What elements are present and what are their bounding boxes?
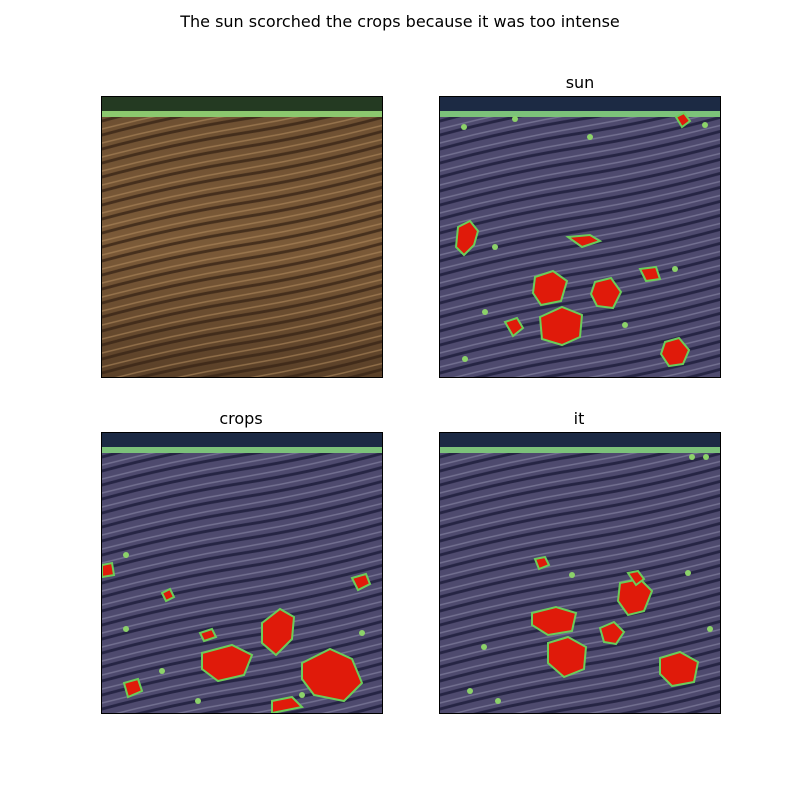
panel-title-sun: sun <box>565 73 595 92</box>
heatmap-crops <box>102 433 382 713</box>
attention-map-crops <box>101 432 383 714</box>
panel-title-it: it <box>573 409 585 428</box>
attention-map-sun <box>439 96 721 378</box>
heatmap-sun <box>440 97 720 377</box>
attention-map-it <box>439 432 721 714</box>
field-photo <box>102 97 382 377</box>
original-image-panel <box>101 96 383 378</box>
heatmap-it <box>440 433 720 713</box>
panel-title-crops: crops <box>219 409 263 428</box>
figure-title: The sun scorched the crops because it wa… <box>180 12 620 31</box>
